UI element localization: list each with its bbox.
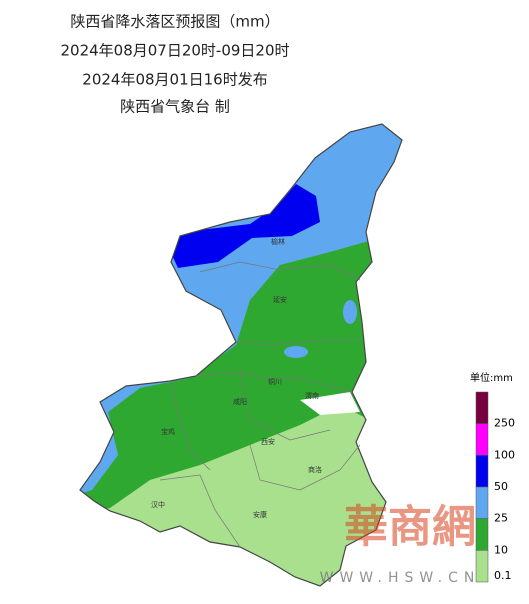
- city-label: 商洛: [308, 465, 322, 474]
- city-label: 宝鸡: [161, 427, 175, 436]
- forecast-period: 2024年08月07日20时-09日20时: [60, 42, 289, 60]
- legend-label: 100: [494, 448, 515, 461]
- legend-swatch: [475, 486, 489, 519]
- city-label: 铜川: [268, 377, 282, 386]
- legend-swatch: [475, 455, 489, 488]
- legend-label: 25: [494, 512, 508, 525]
- issue-time: 2024年08月01日16时发布: [82, 71, 267, 89]
- city-label: 榆林: [271, 237, 285, 246]
- city-label: 汉中: [151, 500, 165, 509]
- legend-unit: 单位:mm: [470, 371, 513, 384]
- area-50: [165, 184, 320, 268]
- legend-swatch: [475, 550, 489, 583]
- area-25-patch: [284, 346, 308, 358]
- legend-label: 0.1: [494, 569, 512, 582]
- legend-label: 10: [494, 543, 508, 556]
- city-label: 延安: [273, 295, 287, 304]
- legend-label: 50: [494, 480, 508, 493]
- city-label: 安康: [253, 510, 267, 519]
- city-borders: [159, 261, 362, 548]
- legend-label: 250: [494, 417, 515, 430]
- city-label: 西安: [261, 437, 275, 446]
- city-label: 渭南: [305, 391, 319, 400]
- city-label: 咸阳: [233, 397, 247, 406]
- watermark-brand: 華商網: [344, 502, 476, 553]
- legend-swatch: [475, 518, 489, 551]
- legend: 250 100 50 25 10 0.1: [475, 391, 515, 583]
- legend-swatch: [475, 391, 489, 424]
- map-title: 陕西省降水落区预报图（mm）: [70, 13, 279, 31]
- issuer: 陕西省气象台 制: [120, 98, 230, 116]
- legend-swatch: [475, 423, 489, 456]
- watermark-url: WWW.HSW.CN: [320, 570, 481, 586]
- area-none: [300, 392, 360, 415]
- area-25-patch: [343, 300, 357, 324]
